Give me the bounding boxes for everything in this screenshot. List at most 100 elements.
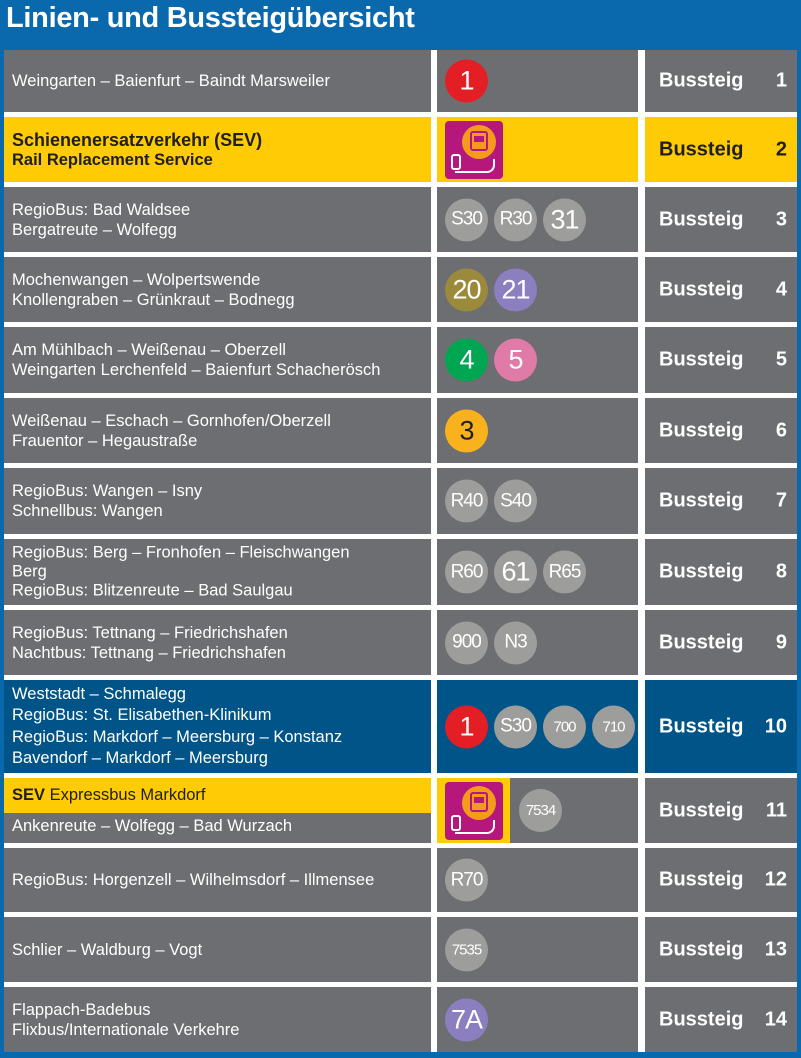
route-line: Weingarten – Baienfurt – Baindt Marsweil…	[12, 72, 330, 90]
platform-label: Bussteig	[659, 138, 744, 160]
platform-cell: Bussteig 14	[645, 987, 797, 1052]
route-lines: Weingarten – Baienfurt – Baindt Marsweil…	[12, 71, 330, 91]
platform-cell: Bussteig 7	[645, 468, 797, 534]
platform-cell: Bussteig 1	[645, 50, 797, 112]
route-line: Flappach-Badebus	[12, 1000, 151, 1019]
route-lines: Weißenau – Eschach – Gornhofen/Oberzell F…	[12, 411, 331, 451]
line-badge: R65	[543, 550, 586, 594]
platform-row: Weingarten – Baienfurt – Baindt Marsweil…	[4, 50, 797, 112]
route-line: Knollengraben – Grünkraut – Bodnegg	[12, 290, 295, 309]
lines-cell: R40 S40	[437, 468, 638, 534]
sev-label: SEV	[12, 786, 46, 804]
platform-row: Schienenersatzverkehr (SEV) Rail Replacem…	[4, 117, 797, 182]
lines-cell: 900 N3	[437, 610, 638, 675]
platform-cell: Bussteig 8	[645, 539, 797, 605]
platform-label: Bussteig	[659, 419, 744, 441]
route-cell: Schienenersatzverkehr (SEV) Rail Replacem…	[4, 117, 431, 182]
platform-cell: Bussteig 11	[645, 778, 797, 843]
platform-cell: Bussteig 9	[645, 610, 797, 675]
line-badge: 700	[543, 705, 586, 748]
platform-cell: Bussteig 12	[645, 848, 797, 912]
line-badge: 31	[543, 198, 586, 241]
route-cell: Mochenwangen – Wolpertswende Knollengrabe…	[4, 257, 431, 322]
platform-number: 5	[775, 348, 787, 371]
platform-cell: Bussteig 10	[645, 680, 797, 773]
platform-row: RegioBus: Wangen – Isny Schnellbus: Wange…	[4, 468, 797, 534]
line-badges: R70	[445, 858, 488, 902]
line-badges: S30 R30 31	[445, 198, 586, 241]
platform-row: Mochenwangen – Wolpertswende Knollengrabe…	[4, 257, 797, 322]
rail-replacement-bus-icon	[445, 781, 503, 840]
line-badge: S30	[494, 705, 537, 748]
route-line: RegioBus: Berg – Fronhofen – Fleischwang…	[12, 543, 350, 562]
lines-cell: 7A	[437, 987, 638, 1052]
platform-row: RegioBus: Berg – Fronhofen – Fleischwang…	[4, 539, 797, 605]
route-line: RegioBus: Bad Waldsee	[12, 200, 191, 219]
route-line: Schnellbus: Wangen	[12, 502, 163, 520]
platform-cell: Bussteig 6	[645, 398, 797, 463]
platform-label: Bussteig	[659, 69, 744, 92]
platform-number: 14	[764, 1008, 787, 1030]
platform-table: Weingarten – Baienfurt – Baindt Marsweil…	[4, 50, 797, 1052]
line-badge: 7A	[445, 998, 488, 1041]
route-line: Mochenwangen – Wolpertswende	[12, 270, 261, 289]
platform-label: Bussteig	[659, 560, 744, 583]
route-line: Nachtbus: Tettnang – Friedrichshafen	[12, 643, 286, 662]
route-cell: Weingarten – Baienfurt – Baindt Marsweil…	[4, 50, 431, 112]
platform-row: Flappach-Badebus Flixbus/Internationale V…	[4, 987, 797, 1052]
route-cell: Flappach-Badebus Flixbus/Internationale V…	[4, 987, 431, 1052]
line-badge: 7535	[445, 928, 488, 971]
line-badge: 7534	[519, 789, 562, 832]
platform-number: 1	[775, 69, 787, 92]
route-line: Expressbus Markdorf	[49, 786, 206, 804]
line-badge: 21	[494, 268, 537, 311]
sev-route: SEV Expressbus Markdorf	[4, 778, 431, 813]
route-lines: Schlier – Waldburg – Vogt	[12, 940, 202, 960]
route-line: RegioBus: Wangen – Isny	[12, 482, 203, 500]
route-cell: RegioBus: Horgenzell – Wilhelmsdorf – Il…	[4, 848, 431, 912]
route-cell: RegioBus: Tettnang – Friedrichshafen Nach…	[4, 610, 431, 675]
line-badges: 7A	[445, 998, 488, 1041]
route-lines: Weststadt – Schmalegg RegioBus: St. Elisa…	[12, 684, 342, 770]
route-line: Rail Replacement Service	[12, 150, 213, 169]
platform-row: Weststadt – Schmalegg RegioBus: St. Elisa…	[4, 680, 797, 773]
platform-label: Bussteig	[659, 489, 744, 512]
line-badges: 7534	[445, 781, 562, 840]
route-line: Schlier – Waldburg – Vogt	[12, 940, 203, 959]
rail-replacement-bus-icon	[445, 120, 503, 179]
platform-number: 9	[775, 631, 787, 653]
line-badge: 4	[445, 338, 488, 382]
platform-label: Bussteig	[659, 348, 744, 371]
route-cell: RegioBus: Bad Waldsee Bergatreute – Wolfe…	[4, 187, 431, 252]
platform-label: Bussteig	[659, 631, 744, 653]
platform-row: SEV Expressbus Markdorf Ankenreute – Wolf…	[4, 778, 797, 843]
route-line: RegioBus: Blitzenreute – Bad Saulgau	[12, 581, 293, 600]
platform-number: 11	[765, 799, 787, 821]
route-line: RegioBus: Markdorf – Meersburg – Konstan…	[12, 727, 343, 746]
lines-cell: 7535	[437, 917, 638, 982]
line-badge: R40	[445, 479, 488, 523]
route-lines: Am Mühlbach – Weißenau – Oberzell Weingar…	[12, 340, 380, 380]
lines-cell: S30 R30 31	[437, 187, 638, 252]
lines-cell: 1	[437, 50, 638, 112]
route-line: Weißenau – Eschach – Gornhofen/Oberzell	[12, 411, 331, 430]
route-cell: SEV Expressbus Markdorf Ankenreute – Wolf…	[4, 778, 431, 843]
line-badges: R60 61 R65	[445, 550, 586, 594]
line-badge: 61	[494, 550, 537, 594]
route-line: Schienenersatzverkehr (SEV)	[12, 129, 263, 150]
platform-label: Bussteig	[659, 1008, 744, 1030]
lines-cell: 20 21	[437, 257, 638, 322]
route-line: RegioBus: Tettnang – Friedrichshafen	[12, 623, 288, 642]
line-badge: N3	[494, 621, 537, 664]
platform-label: Bussteig	[659, 278, 744, 300]
platform-number: 4	[775, 278, 787, 300]
route-line: Bavendorf – Markdorf – Meersburg	[12, 749, 268, 767]
platform-number: 3	[775, 208, 787, 230]
route-line: Flixbus/Internationale Verkehre	[12, 1020, 240, 1039]
platform-number: 6	[775, 419, 787, 441]
route-lines: RegioBus: Berg – Fronhofen – Fleischwang…	[12, 544, 350, 601]
platform-label: Bussteig	[659, 938, 744, 960]
route-cell: Schlier – Waldburg – Vogt	[4, 917, 431, 982]
line-badge: 1	[445, 705, 488, 748]
